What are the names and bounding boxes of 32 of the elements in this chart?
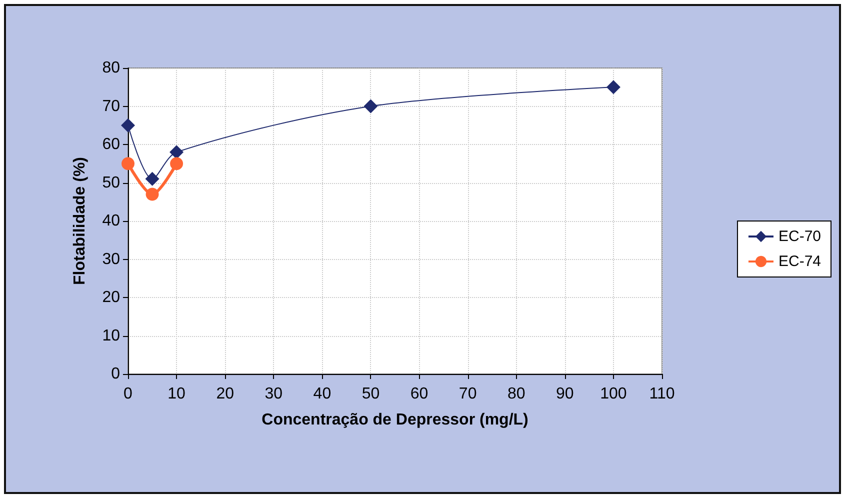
x-tick-label: 60 bbox=[410, 386, 428, 402]
x-tick-label: 100 bbox=[600, 386, 627, 402]
y-tick-label: 80 bbox=[102, 60, 120, 76]
legend-label: EC-70 bbox=[778, 228, 822, 245]
y-tick-label: 70 bbox=[102, 98, 120, 115]
x-tick-label: 50 bbox=[362, 386, 380, 402]
x-tick-label: 20 bbox=[216, 386, 234, 402]
point bbox=[146, 188, 159, 201]
x-tick-label: 40 bbox=[313, 386, 332, 402]
y-tick-label: 50 bbox=[102, 174, 120, 192]
y-tick-label: 10 bbox=[102, 327, 120, 344]
x-tick-label: 70 bbox=[458, 386, 477, 402]
legend-label: EC-74 bbox=[778, 253, 822, 270]
x-tick-label: 80 bbox=[507, 386, 526, 402]
x-tick-label: 10 bbox=[168, 386, 186, 402]
y-tick-label: 40 bbox=[102, 212, 120, 230]
x-tick-label: 90 bbox=[556, 386, 574, 402]
y-tick-label: 20 bbox=[102, 289, 120, 306]
y-tick-label: 60 bbox=[102, 136, 120, 153]
point bbox=[121, 118, 135, 132]
y-tick-label: 0 bbox=[111, 366, 120, 382]
point bbox=[122, 157, 134, 170]
y-axis-title: Flotabilidade (%) bbox=[72, 157, 88, 285]
point bbox=[170, 157, 184, 170]
y-tick-label: 30 bbox=[102, 250, 120, 268]
x-tick-label: 30 bbox=[264, 386, 283, 402]
point bbox=[170, 145, 184, 160]
x-axis-title: Concentração de Depressor (mg/L) bbox=[262, 412, 528, 428]
point bbox=[606, 80, 620, 94]
x-tick-label: 0 bbox=[124, 386, 133, 402]
x-tick-label: 110 bbox=[649, 386, 675, 402]
point bbox=[364, 99, 378, 114]
